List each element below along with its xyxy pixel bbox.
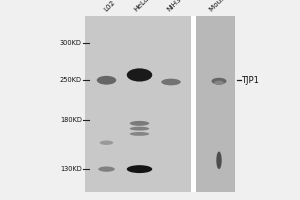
Text: Mouse uterus: Mouse uterus xyxy=(209,0,248,13)
Text: 300KD: 300KD xyxy=(60,40,82,46)
Ellipse shape xyxy=(212,78,226,84)
Text: 180KD: 180KD xyxy=(60,117,82,123)
Text: L02: L02 xyxy=(102,0,116,13)
Ellipse shape xyxy=(214,81,224,85)
Ellipse shape xyxy=(97,76,116,85)
Ellipse shape xyxy=(161,79,181,85)
Ellipse shape xyxy=(100,141,113,145)
Text: 250KD: 250KD xyxy=(60,77,82,83)
Text: NIH3T3: NIH3T3 xyxy=(165,0,188,13)
Text: TJP1: TJP1 xyxy=(242,76,260,85)
Bar xyxy=(196,16,236,192)
Bar xyxy=(190,16,196,192)
Ellipse shape xyxy=(216,152,222,169)
Ellipse shape xyxy=(127,68,152,82)
Ellipse shape xyxy=(98,166,115,172)
Text: HeLa: HeLa xyxy=(132,0,149,13)
Ellipse shape xyxy=(130,127,149,131)
Ellipse shape xyxy=(130,121,149,126)
Bar xyxy=(85,16,190,192)
Ellipse shape xyxy=(130,132,149,136)
Ellipse shape xyxy=(127,165,152,173)
Text: 130KD: 130KD xyxy=(60,166,82,172)
